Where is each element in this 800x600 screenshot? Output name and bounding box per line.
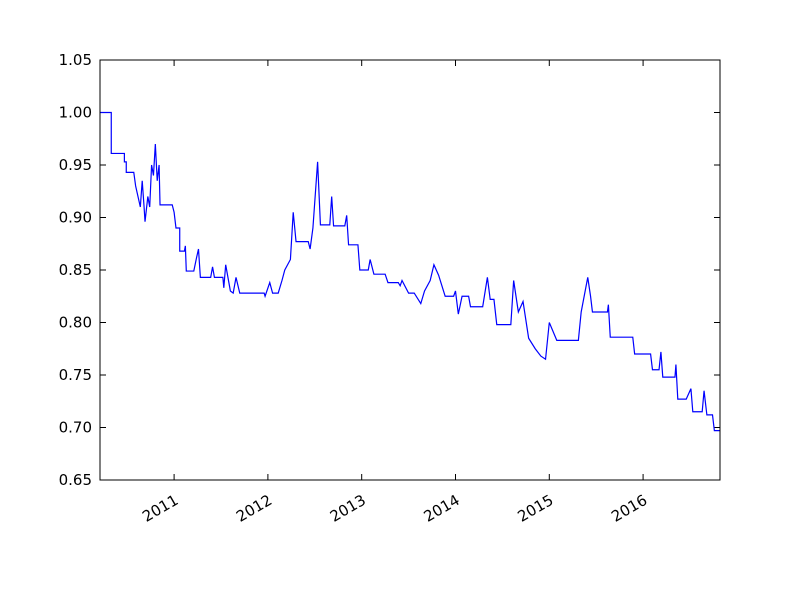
y-tick-label: 0.95 [59, 156, 92, 174]
y-tick-label: 0.85 [59, 261, 92, 279]
y-tick-label: 0.80 [59, 314, 92, 332]
x-tick-label: 2015 [514, 491, 556, 526]
y-tick-label: 0.70 [59, 419, 92, 437]
x-tick-label: 2016 [608, 491, 650, 526]
plot-frame [99, 59, 721, 481]
y-tick-label: 1.05 [59, 51, 92, 69]
x-tick-label: 2014 [421, 491, 463, 526]
x-tick-label: 2013 [327, 491, 369, 526]
y-tick-label: 0.90 [59, 209, 92, 227]
data-line [100, 111, 720, 432]
x-tick-label: 2012 [233, 491, 275, 526]
y-tick-label: 1.00 [59, 104, 92, 122]
y-tick-label: 0.75 [59, 366, 92, 384]
y-tick-label: 0.65 [59, 471, 92, 489]
x-tick-label: 2011 [139, 491, 181, 526]
